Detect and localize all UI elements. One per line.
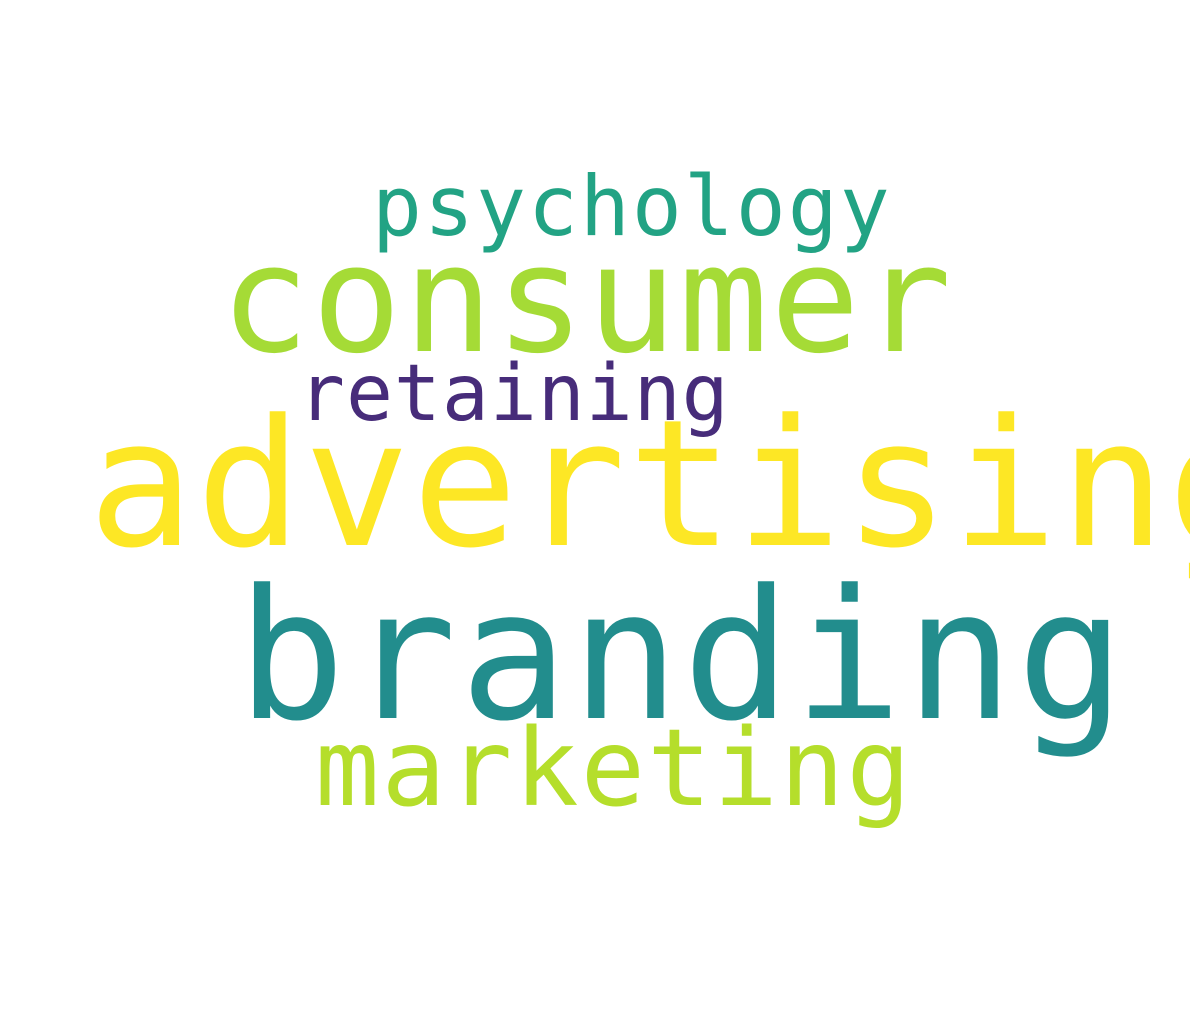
word-marketing: marketing [315,707,913,831]
word-branding: branding [237,552,1128,761]
word-advertising: advertising [88,382,1190,587]
word-psychology: psychology [372,158,892,255]
word-retaining: retaining [298,349,730,439]
word-consumer: consumer [220,214,954,387]
